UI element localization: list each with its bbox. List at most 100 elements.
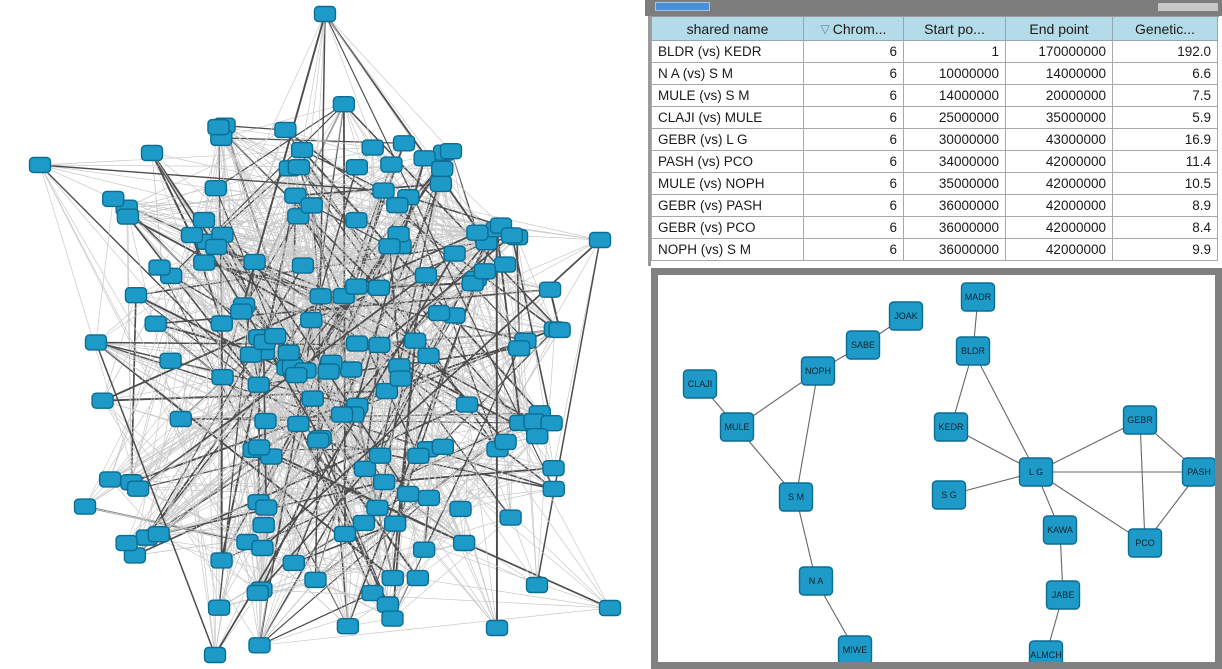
network-node[interactable]	[353, 460, 377, 478]
network-edge[interactable]	[257, 523, 396, 594]
network-edge[interactable]	[324, 13, 452, 152]
network-node[interactable]	[204, 238, 228, 256]
network-node[interactable]	[412, 541, 436, 558]
network-edge[interactable]	[180, 418, 216, 656]
network-node[interactable]	[116, 208, 140, 225]
network-node[interactable]	[507, 340, 531, 357]
table-row[interactable]: MULE (vs) NOPH 6 35000000 42000000 10.5	[651, 172, 1218, 195]
network-node[interactable]	[404, 332, 427, 349]
network-node[interactable]	[144, 315, 167, 332]
network-node[interactable]	[255, 499, 278, 516]
network-node[interactable]: MIWE	[837, 635, 873, 662]
network-node[interactable]	[396, 485, 420, 503]
network-node[interactable]	[330, 406, 354, 423]
network-node[interactable]	[461, 275, 484, 292]
network-node[interactable]	[345, 278, 368, 295]
network-node[interactable]	[372, 473, 396, 491]
network-edge[interactable]	[39, 164, 260, 386]
network-node[interactable]	[345, 335, 369, 352]
network-node[interactable]	[381, 569, 404, 587]
network-edge[interactable]	[424, 158, 506, 442]
network-node[interactable]	[366, 499, 389, 517]
network-node[interactable]	[499, 509, 522, 526]
network-node[interactable]: S M	[778, 482, 814, 512]
network-node[interactable]	[381, 610, 404, 627]
network-node[interactable]	[274, 121, 297, 139]
network-edge[interactable]	[84, 506, 263, 549]
network-node[interactable]	[247, 376, 270, 393]
network-node[interactable]	[251, 539, 274, 557]
network-edge[interactable]	[379, 455, 425, 550]
network-node[interactable]	[538, 281, 562, 298]
network-node[interactable]	[417, 347, 440, 365]
network-edge[interactable]	[126, 129, 286, 209]
network-edge[interactable]	[109, 479, 160, 535]
network-node[interactable]	[336, 617, 360, 635]
network-edge[interactable]	[134, 253, 455, 556]
network-edge[interactable]	[247, 441, 506, 543]
network-node[interactable]	[389, 370, 412, 387]
table-row[interactable]: MULE (vs) S M 6 14000000 20000000 7.5	[651, 84, 1218, 107]
network-edge[interactable]	[243, 305, 267, 508]
network-edge[interactable]	[415, 239, 601, 342]
network-node[interactable]: PCO	[1127, 528, 1163, 558]
network-node[interactable]: SABE	[845, 330, 881, 360]
network-node[interactable]	[431, 160, 454, 178]
network-edge[interactable]	[324, 13, 488, 243]
network-node[interactable]	[285, 366, 308, 384]
network-edge[interactable]	[511, 235, 538, 586]
network-edge[interactable]	[39, 164, 139, 489]
network-edge[interactable]	[170, 275, 223, 324]
horizontal-scrollbar[interactable]	[1158, 3, 1218, 11]
network-edge[interactable]	[95, 166, 357, 343]
network-node[interactable]	[126, 480, 150, 497]
network-edge[interactable]	[363, 287, 380, 523]
network-edge[interactable]	[39, 164, 263, 549]
network-node[interactable]	[525, 576, 549, 594]
network-node[interactable]	[91, 392, 114, 409]
network-edge[interactable]	[318, 439, 554, 490]
network-edge[interactable]	[536, 329, 556, 586]
network-edge[interactable]	[203, 262, 216, 656]
network-edge[interactable]	[297, 423, 374, 594]
network-node[interactable]: JOAK	[888, 301, 924, 331]
network-node[interactable]: KEDR	[933, 412, 969, 442]
network-node[interactable]	[284, 187, 307, 204]
network-edge[interactable]	[289, 168, 380, 289]
network-edge[interactable]	[302, 265, 401, 379]
network-edge[interactable]	[386, 390, 554, 490]
network-edge[interactable]	[302, 265, 358, 344]
network-edge[interactable]	[204, 262, 506, 443]
network-node[interactable]	[287, 159, 311, 176]
network-edge[interactable]	[295, 164, 392, 197]
network-node[interactable]	[203, 646, 227, 664]
network-node[interactable]	[500, 227, 524, 244]
network-node[interactable]	[102, 190, 125, 208]
network-edge[interactable]	[257, 455, 381, 594]
table-row[interactable]: N A (vs) S M 6 10000000 14000000 6.6	[651, 62, 1218, 85]
network-node[interactable]	[230, 303, 253, 320]
main-network-canvas[interactable]	[0, 0, 645, 669]
network-edge[interactable]	[102, 400, 260, 646]
network-node[interactable]	[493, 256, 517, 273]
network-edge[interactable]	[466, 329, 560, 405]
network-node[interactable]	[207, 599, 231, 616]
network-edge[interactable]	[39, 164, 259, 594]
network-edge[interactable]	[259, 604, 389, 646]
network-node[interactable]	[169, 410, 193, 428]
network-edge[interactable]	[158, 533, 262, 590]
network-edge[interactable]	[378, 234, 513, 346]
network-edge[interactable]	[298, 166, 521, 424]
network-node[interactable]	[406, 569, 430, 587]
network-edge[interactable]	[261, 589, 611, 609]
network-node[interactable]	[526, 427, 549, 445]
network-edge[interactable]	[170, 275, 316, 581]
network-edge[interactable]	[126, 129, 286, 544]
network-edge[interactable]	[440, 183, 474, 284]
network-edge[interactable]	[298, 166, 398, 206]
network-edge[interactable]	[259, 468, 366, 646]
network-edge[interactable]	[285, 129, 392, 165]
network-node[interactable]	[452, 534, 476, 552]
network-edge[interactable]	[388, 246, 402, 379]
network-edge[interactable]	[151, 152, 322, 439]
